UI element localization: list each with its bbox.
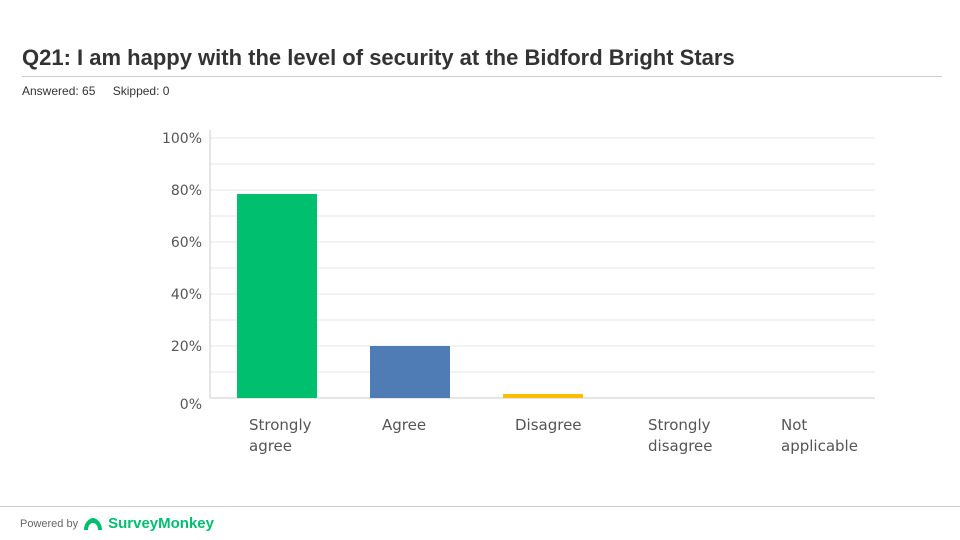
powered-by-label: Powered by xyxy=(20,517,79,530)
y-tick-label: 20% xyxy=(171,339,202,355)
bar-strongly-agree xyxy=(237,194,317,398)
x-tick-label: Strongly xyxy=(249,416,312,434)
x-tick-label: agree xyxy=(249,437,292,455)
response-counts: Answered: 65 Skipped: 0 xyxy=(22,84,183,98)
y-tick-label: 40% xyxy=(171,287,202,303)
y-tick-label: 0% xyxy=(180,397,202,413)
x-tick-label: Agree xyxy=(382,416,426,434)
answered-count: Answered: 65 xyxy=(22,84,96,98)
footer: Powered by SurveyMonkey xyxy=(20,515,214,532)
x-tick-label: Disagree xyxy=(515,416,582,434)
bar-agree xyxy=(370,346,450,398)
surveymonkey-logo-icon xyxy=(84,517,103,530)
surveymonkey-brand[interactable]: SurveyMonkey xyxy=(108,515,214,532)
x-tick-label: applicable xyxy=(781,437,858,455)
y-tick-label: 60% xyxy=(171,235,202,251)
x-tick-label: Not xyxy=(781,416,807,434)
skipped-count: Skipped: 0 xyxy=(112,84,170,98)
y-tick-label: 80% xyxy=(171,183,202,199)
question-title: Q21: I am happy with the level of securi… xyxy=(22,45,735,70)
divider xyxy=(22,76,942,77)
bar-disagree xyxy=(503,393,583,398)
x-tick-label: Strongly xyxy=(648,416,711,434)
x-tick-label: disagree xyxy=(648,437,713,455)
y-tick-label: 100% xyxy=(162,131,202,147)
footer-divider xyxy=(0,506,960,507)
